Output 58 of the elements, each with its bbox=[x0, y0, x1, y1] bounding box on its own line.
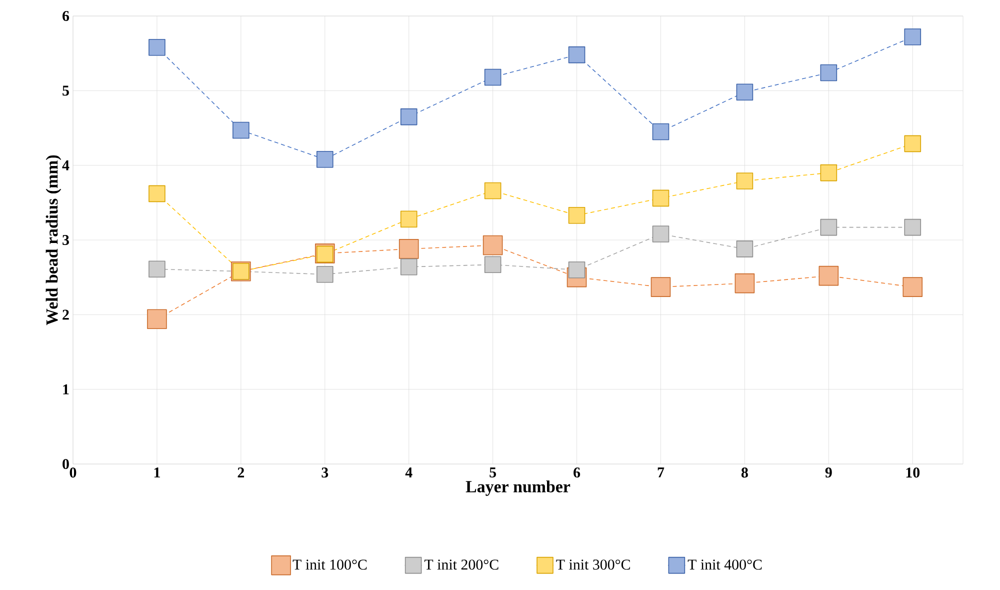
point bbox=[736, 84, 754, 101]
x-tick-label: 5 bbox=[490, 468, 496, 478]
y-tick-label: 0 bbox=[62, 458, 69, 470]
x-tick-label: 8 bbox=[741, 468, 748, 478]
point bbox=[904, 28, 922, 46]
point bbox=[904, 135, 922, 152]
point bbox=[820, 164, 838, 182]
point bbox=[652, 226, 670, 242]
x-tick-label: 1 bbox=[154, 468, 160, 478]
point bbox=[818, 266, 839, 286]
x-tick-label: 6 bbox=[574, 468, 580, 478]
point bbox=[652, 190, 670, 207]
y-tick-label: 6 bbox=[62, 10, 70, 22]
point bbox=[400, 210, 418, 228]
point bbox=[398, 239, 419, 259]
point bbox=[148, 38, 166, 56]
point bbox=[650, 277, 671, 297]
x-tick-label: 4 bbox=[405, 468, 412, 478]
point bbox=[736, 172, 754, 190]
point bbox=[148, 185, 166, 202]
legend-label: T init 100°C bbox=[292, 560, 367, 570]
x-tick-label: 9 bbox=[825, 468, 832, 478]
y-tick-label: 5 bbox=[62, 86, 69, 96]
point bbox=[652, 123, 670, 140]
point bbox=[734, 273, 755, 294]
legend-label: T init 300°C bbox=[556, 560, 630, 570]
x-tick-label: 2 bbox=[238, 468, 244, 478]
y-tick-label: 4 bbox=[62, 160, 70, 170]
point bbox=[316, 266, 334, 283]
point bbox=[316, 150, 334, 168]
x-axis-title: Layer number bbox=[466, 480, 570, 496]
point bbox=[400, 108, 418, 126]
y-tick-label: 2 bbox=[62, 310, 69, 320]
point bbox=[148, 260, 166, 278]
point bbox=[904, 218, 922, 236]
point bbox=[568, 261, 586, 278]
point bbox=[484, 182, 502, 200]
x-tick-label: 7 bbox=[658, 468, 664, 478]
point bbox=[902, 277, 923, 297]
y-tick-label: 1 bbox=[63, 384, 69, 394]
point bbox=[400, 258, 418, 276]
point bbox=[484, 256, 502, 274]
point bbox=[232, 122, 250, 139]
y-axis-title: Weld bead radius (mm) bbox=[46, 155, 62, 326]
point bbox=[482, 235, 503, 256]
point bbox=[568, 46, 586, 64]
legend-label: T init 400°C bbox=[688, 560, 762, 570]
x-tick-label: 10 bbox=[906, 468, 920, 478]
point bbox=[820, 218, 838, 236]
point bbox=[147, 309, 167, 330]
y-tick-label: 3 bbox=[62, 234, 69, 246]
point bbox=[568, 206, 586, 224]
point bbox=[484, 68, 502, 86]
point bbox=[736, 240, 754, 258]
point bbox=[820, 64, 838, 82]
x-tick-label: 0 bbox=[70, 468, 76, 478]
legend-label: T init 200°C bbox=[424, 560, 498, 570]
x-tick-label: 3 bbox=[322, 468, 328, 478]
